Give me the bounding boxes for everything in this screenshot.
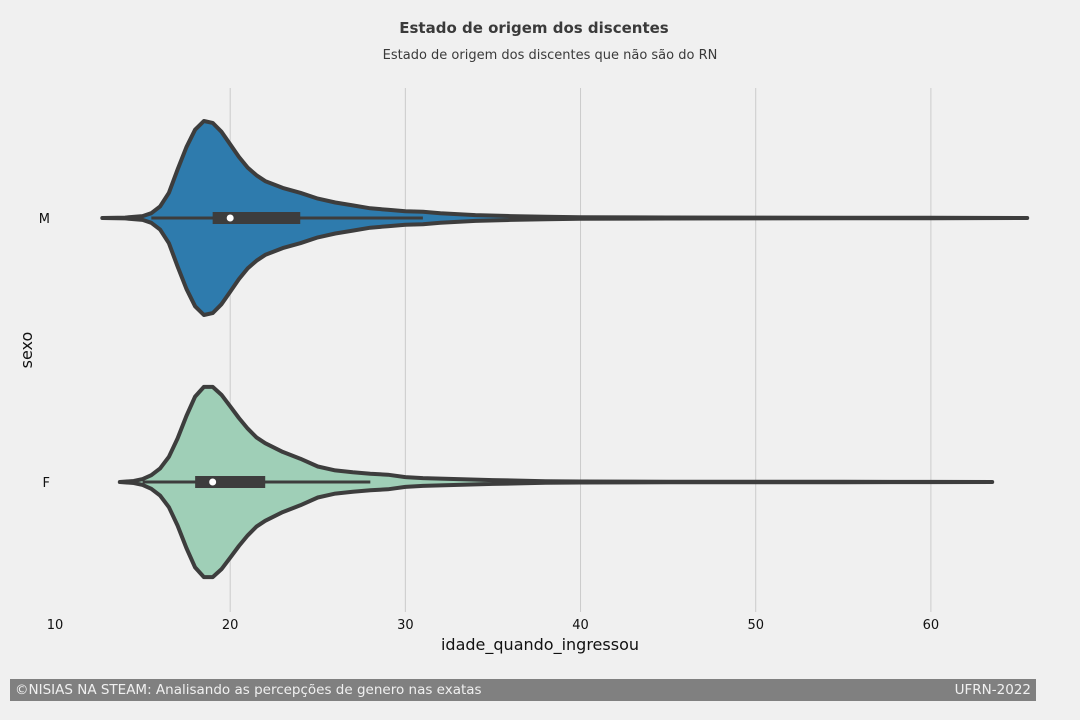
y-axis-label: sexo (17, 332, 36, 369)
chart-title: Estado de origem dos discentes (399, 19, 669, 37)
violin-body-M (100, 119, 1030, 317)
y-tick-M: M (39, 212, 50, 227)
x-tick-30: 30 (397, 618, 414, 633)
footer-institution: UFRN-2022 (954, 682, 1031, 698)
x-tick-40: 40 (572, 618, 589, 633)
y-tick-F: F (43, 476, 50, 491)
x-tick-10: 10 (47, 618, 64, 633)
violins (100, 119, 1030, 580)
x-axis-label: idade_quando_ingressou (441, 635, 639, 655)
x-tick-60: 60 (923, 618, 940, 633)
footer-bar: ©NISIAS NA STEAM: Analisando as percepçõ… (10, 679, 1036, 701)
chart-subtitle: Estado de origem dos discentes que não s… (383, 48, 718, 63)
median-dot-M (226, 214, 234, 222)
median-dot-F (209, 478, 217, 486)
y-tick-labels: MF (39, 212, 50, 491)
violin-body-F (117, 384, 995, 580)
x-tick-labels: 10 20 30 40 50 60 (47, 618, 939, 633)
x-tick-50: 50 (747, 618, 764, 633)
x-tick-20: 20 (222, 618, 239, 633)
footer-credit: ©NISIAS NA STEAM: Analisando as percepçõ… (15, 682, 482, 698)
violin-F (117, 384, 995, 580)
iqr-box-M (212, 212, 301, 224)
iqr-box-F (195, 476, 266, 488)
violin-M (100, 119, 1030, 317)
grid-lines (229, 88, 932, 612)
